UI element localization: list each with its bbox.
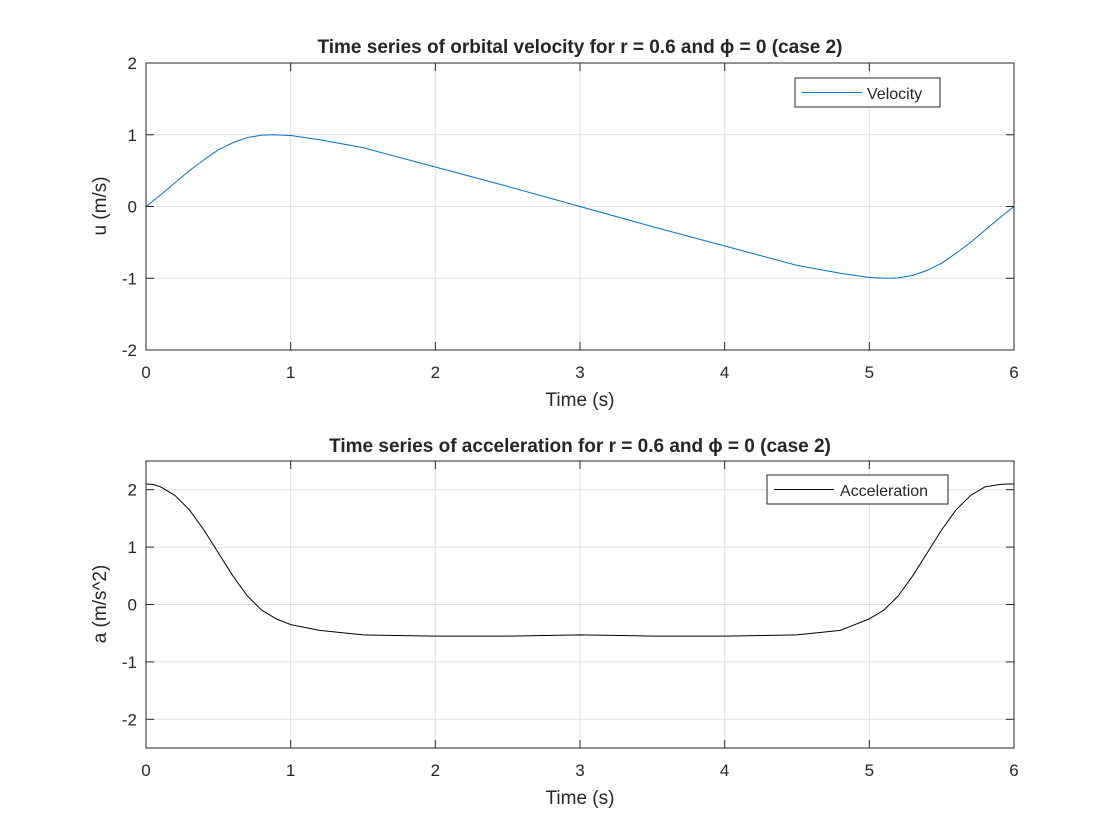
velocity-y-axis-label: u (m/s)	[90, 176, 111, 235]
acceleration-legend: Acceleration	[766, 474, 949, 505]
velocity-legend-label: Velocity	[867, 86, 922, 103]
acceleration-x-tick-label: 1	[286, 761, 295, 780]
acceleration-legend-box	[766, 474, 949, 505]
velocity-chart-title: Time series of orbital velocity for r = …	[318, 37, 843, 58]
velocity-y-tick-label: -1	[122, 269, 137, 288]
velocity-x-tick-label: 0	[141, 363, 150, 382]
acceleration-series-line	[145, 483, 1014, 637]
acceleration-x-tick-label: 0	[141, 761, 150, 780]
acceleration-y-tick-label: 1	[128, 538, 137, 557]
velocity-x-tick-label: 1	[286, 363, 295, 382]
velocity-line-layer	[145, 134, 1015, 279]
velocity-y-tick-label: 0	[128, 198, 137, 217]
acceleration-x-tick-label: 6	[1009, 761, 1018, 780]
velocity-y-tick-label: 1	[128, 126, 137, 145]
acceleration-legend-label: Acceleration	[840, 483, 928, 500]
velocity-x-tick-label: 2	[431, 363, 440, 382]
velocity-legend: Velocity	[794, 77, 941, 108]
acceleration-y-tick-label: 0	[128, 596, 137, 615]
acceleration-y-tick-label: -1	[122, 653, 137, 672]
velocity-series-line	[145, 134, 1015, 279]
acceleration-y-tick-label: -2	[122, 710, 137, 729]
acceleration-y-tick-label: 2	[128, 481, 137, 500]
velocity-y-tick-label: -2	[122, 341, 137, 360]
acceleration-x-tick-label: 4	[720, 761, 729, 780]
velocity-x-tick-label: 4	[720, 363, 729, 382]
acceleration-line-layer	[145, 483, 1014, 637]
acceleration-x-tick-label: 5	[865, 761, 874, 780]
velocity-x-axis-label: Time (s)	[546, 390, 615, 411]
acceleration-x-tick-label: 2	[431, 761, 440, 780]
acceleration-ticks: 0 1 2 3 4 5 6 -2 -1 0 1 2	[122, 461, 1019, 780]
velocity-ticks: 0 1 2 3 4 5 6 -2 -1 0 1 2	[122, 54, 1019, 382]
velocity-y-tick-label: 2	[128, 54, 137, 73]
velocity-x-tick-label: 3	[575, 363, 584, 382]
acceleration-axes: 0 1 2 3 4 5 6 -2 -1 0 1 2 Time series of accelerati…	[90, 436, 1019, 809]
acceleration-x-tick-label: 3	[575, 761, 584, 780]
velocity-x-tick-label: 6	[1009, 363, 1018, 382]
acceleration-chart-title: Time series of acceleration for r = 0.6 …	[329, 436, 831, 457]
velocity-axes: 0 1 2 3 4 5 6 -2 -1 0 1 2 Time series of orbital ve…	[90, 37, 1019, 411]
velocity-x-tick-label: 5	[865, 363, 874, 382]
acceleration-y-axis-label: a (m/s^2)	[90, 565, 111, 644]
acceleration-x-axis-label: Time (s)	[546, 788, 615, 809]
